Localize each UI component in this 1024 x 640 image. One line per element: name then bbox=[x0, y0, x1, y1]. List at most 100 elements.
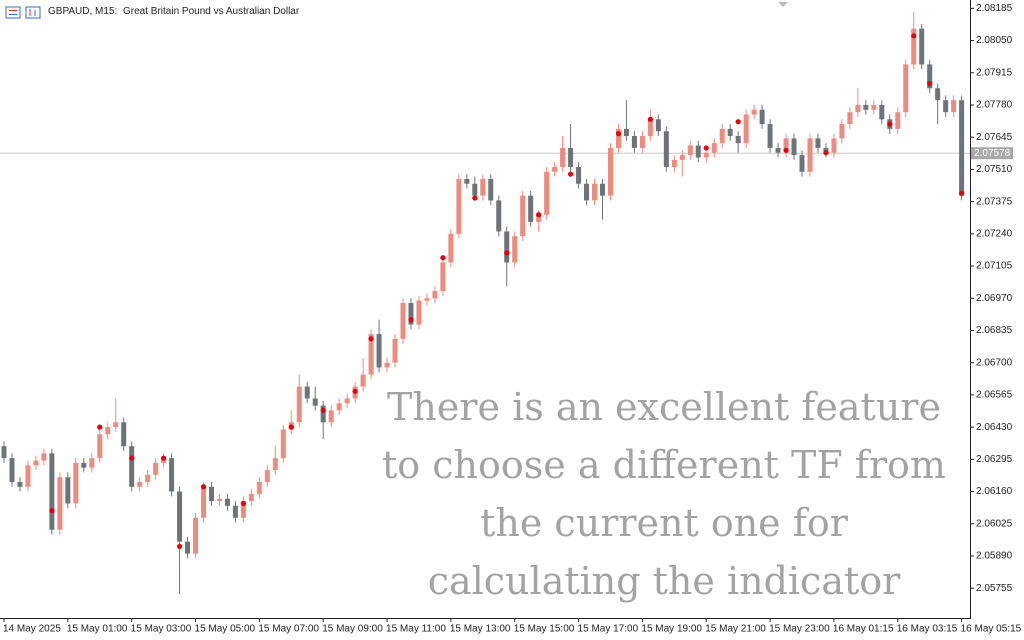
y-tick-label: 2.07510 bbox=[976, 164, 1013, 175]
candle-body bbox=[480, 178, 486, 196]
signal-dot bbox=[823, 150, 829, 156]
candle-body bbox=[25, 465, 31, 487]
candle-body bbox=[360, 374, 366, 387]
candle-body bbox=[416, 300, 422, 325]
candle-body bbox=[520, 195, 526, 237]
candle-body bbox=[344, 398, 350, 404]
candle-body bbox=[280, 429, 286, 459]
y-tick-label: 2.07645 bbox=[976, 132, 1013, 143]
candle-body bbox=[584, 183, 590, 201]
signal-dot bbox=[472, 195, 478, 201]
symbol: GBPAUD, M15: bbox=[48, 6, 117, 17]
candle-body bbox=[424, 298, 430, 301]
candle-body bbox=[576, 167, 582, 184]
candle-body bbox=[919, 28, 925, 65]
candle-body bbox=[903, 64, 909, 113]
candle-body bbox=[432, 291, 438, 299]
candle-body bbox=[775, 147, 781, 153]
current-price-box bbox=[971, 147, 1013, 160]
chart-title: Great Britain Pound vs Australian Dollar bbox=[123, 6, 300, 17]
candle-body bbox=[695, 145, 701, 158]
candle-body bbox=[703, 152, 709, 158]
candle-body bbox=[528, 195, 534, 222]
candle-body bbox=[121, 422, 127, 447]
candle-body bbox=[328, 410, 334, 423]
candle-body bbox=[855, 104, 861, 113]
candle-body bbox=[791, 138, 797, 156]
x-tick-label: 16 May 01:15 bbox=[833, 624, 894, 635]
icon-list[interactable] bbox=[5, 6, 21, 19]
signal-dot bbox=[200, 484, 207, 490]
candle-body bbox=[264, 470, 270, 482]
y-tick-label: 2.07375 bbox=[976, 196, 1013, 207]
candle-body bbox=[719, 128, 725, 144]
signal-dot bbox=[97, 424, 103, 430]
candle-body bbox=[839, 124, 845, 139]
signal-dot bbox=[783, 147, 789, 153]
candle-body bbox=[496, 200, 502, 232]
signal-dot bbox=[176, 543, 183, 550]
signal-dot bbox=[408, 317, 414, 323]
candle-body bbox=[959, 100, 965, 196]
candle-body bbox=[799, 155, 805, 172]
candle-body bbox=[105, 427, 111, 435]
signal-dot bbox=[536, 212, 542, 218]
x-tick-label: 14 May 2025 bbox=[3, 624, 61, 635]
candle-body bbox=[208, 486, 214, 502]
candle-body bbox=[177, 491, 183, 542]
candle-body bbox=[169, 458, 175, 492]
y-tick-label: 2.06970 bbox=[976, 293, 1013, 304]
candle-body bbox=[568, 147, 574, 168]
candle-body bbox=[17, 481, 23, 487]
candle-body bbox=[623, 128, 629, 137]
signal-dot bbox=[735, 119, 741, 125]
candle-body bbox=[767, 124, 773, 148]
candle-body bbox=[472, 183, 478, 196]
x-tick-label: 16 May 03:15 bbox=[897, 624, 958, 635]
candle-body bbox=[863, 104, 869, 110]
candle-body bbox=[807, 138, 813, 172]
candle-body bbox=[536, 214, 542, 222]
icon-chart[interactable] bbox=[25, 6, 41, 19]
y-tick-label: 2.07780 bbox=[976, 100, 1013, 111]
candle-body bbox=[57, 477, 63, 530]
candle-body bbox=[216, 498, 222, 502]
signal-dot bbox=[647, 116, 653, 122]
x-tick-label: 15 May 19:00 bbox=[641, 624, 702, 635]
candle-body bbox=[895, 112, 901, 129]
candle-body bbox=[560, 147, 566, 168]
y-tick-label: 2.08050 bbox=[976, 35, 1013, 46]
candle-body bbox=[951, 100, 957, 113]
candle-body bbox=[312, 398, 318, 406]
signal-dot bbox=[615, 131, 622, 137]
current-price-label: 2.07578 bbox=[974, 148, 1011, 159]
candle-body bbox=[679, 155, 685, 160]
candle-body bbox=[615, 128, 621, 148]
candle-body bbox=[368, 334, 374, 375]
candle-body bbox=[320, 405, 326, 423]
candle-body bbox=[336, 403, 342, 411]
candle-body bbox=[304, 386, 310, 399]
candle-body bbox=[296, 386, 302, 423]
candle-body bbox=[600, 183, 605, 196]
y-tick-label: 2.07240 bbox=[976, 228, 1013, 239]
candle-body bbox=[145, 474, 151, 482]
candle-body bbox=[81, 462, 87, 468]
x-tick-label: 15 May 17:00 bbox=[578, 624, 639, 635]
y-tick-label: 2.06295 bbox=[976, 454, 1013, 465]
candle-body bbox=[41, 453, 47, 461]
y-tick-label: 2.06700 bbox=[976, 357, 1013, 368]
signal-dot bbox=[911, 33, 917, 39]
signal-dot bbox=[887, 121, 893, 127]
x-tick-label: 15 May 11:00 bbox=[386, 624, 446, 635]
candle-body bbox=[193, 517, 199, 554]
candle-body bbox=[631, 136, 637, 148]
candle-body bbox=[663, 131, 669, 168]
candle-body bbox=[735, 136, 741, 144]
candle-body bbox=[639, 136, 645, 148]
y-tick-label: 2.06835 bbox=[976, 325, 1013, 336]
x-tick-label: 15 May 07:00 bbox=[258, 624, 319, 635]
candle-body bbox=[1, 446, 7, 459]
candle-body bbox=[504, 231, 510, 263]
